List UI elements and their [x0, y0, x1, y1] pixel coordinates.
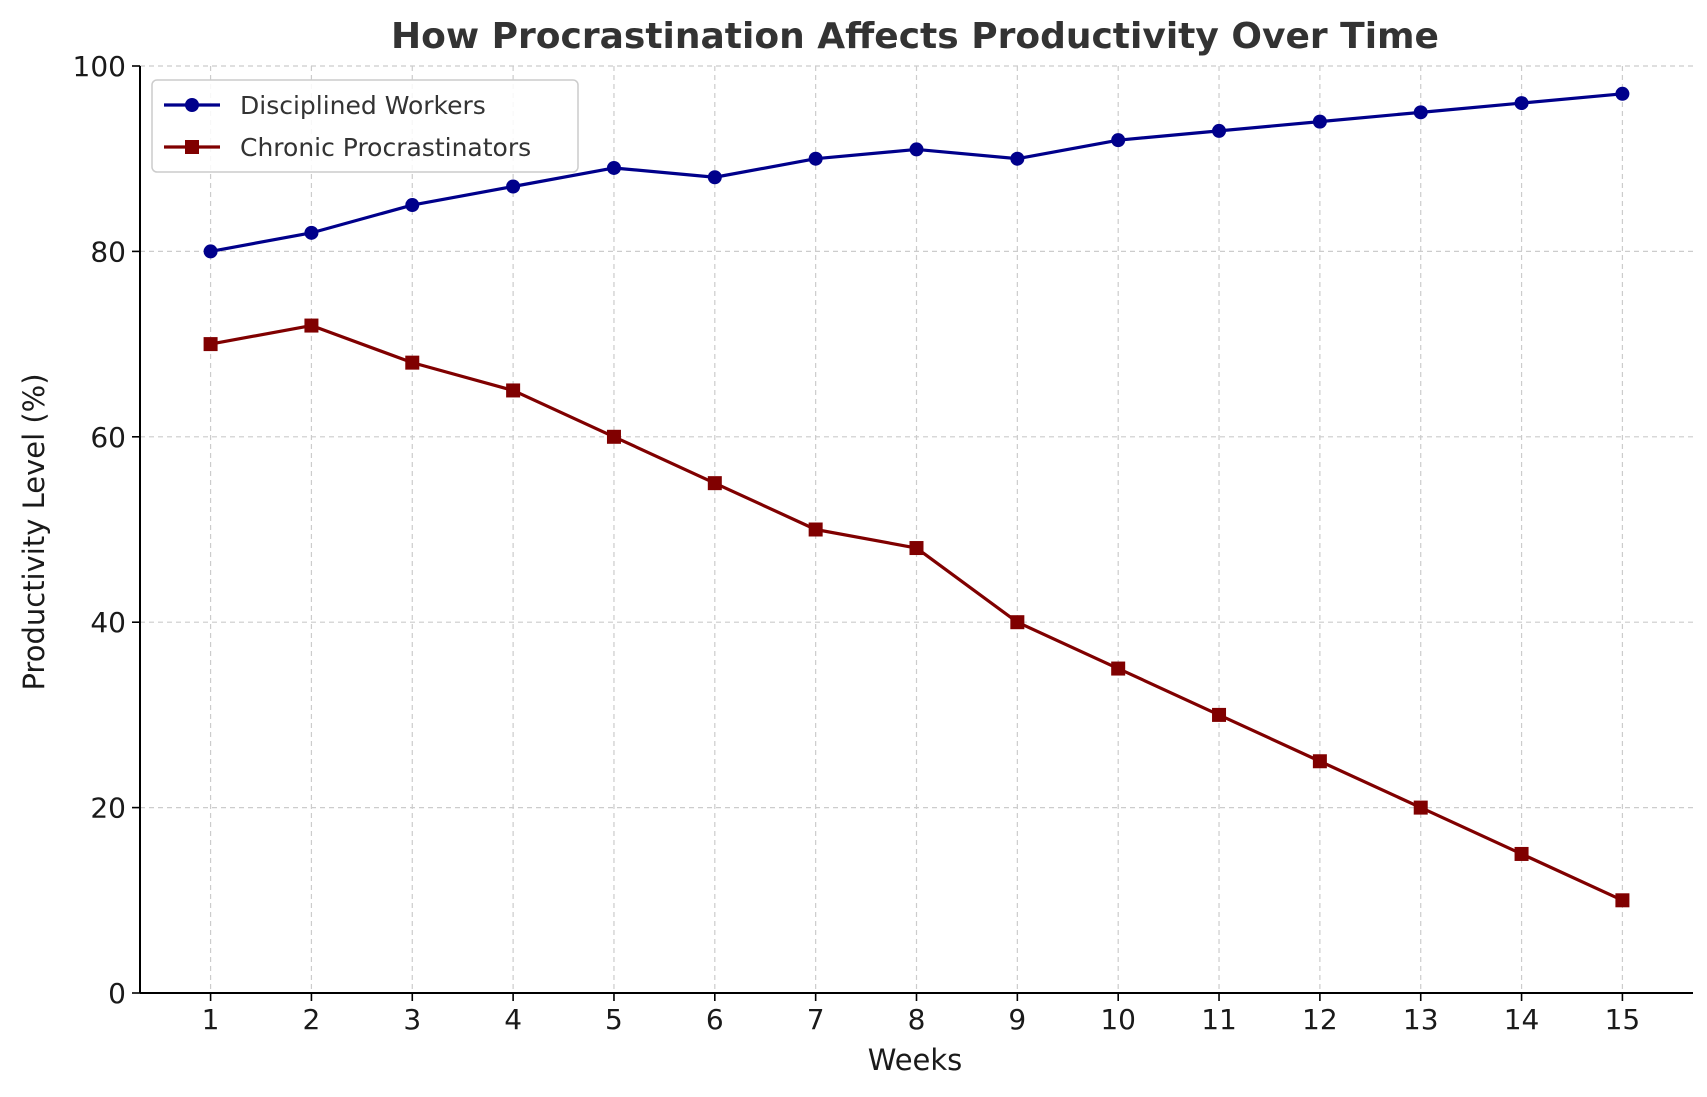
data-point-square — [1514, 846, 1529, 861]
grid — [140, 65, 1693, 994]
data-point-circle — [1312, 114, 1327, 129]
data-point-square — [405, 355, 420, 370]
y-tick-label: 80 — [90, 235, 126, 268]
x-tick-label: 12 — [1302, 1003, 1338, 1036]
data-point-circle — [606, 160, 621, 175]
legend-entry: Chronic Procrastinators — [164, 133, 531, 162]
y-tick-label: 60 — [90, 421, 126, 454]
data-point-circle — [1615, 86, 1630, 101]
data-point-square — [707, 476, 722, 491]
data-point-square — [1413, 800, 1428, 815]
series-2 — [203, 318, 1630, 908]
legend-label: Disciplined Workers — [240, 91, 486, 120]
x-tick-label: 13 — [1403, 1003, 1439, 1036]
data-point-square — [506, 383, 521, 398]
x-tick-label: 10 — [1100, 1003, 1136, 1036]
x-tick-label: 8 — [908, 1003, 926, 1036]
data-point-circle — [405, 198, 420, 213]
data-point-square — [808, 522, 823, 537]
x-tick-label: 11 — [1201, 1003, 1237, 1036]
y-tick-label: 20 — [90, 792, 126, 825]
chart-title: How Procrastination Affects Productivity… — [391, 16, 1439, 57]
data-point-square — [1111, 661, 1126, 676]
x-tick-label: 14 — [1504, 1003, 1540, 1036]
x-tick-label: 2 — [303, 1003, 321, 1036]
data-point-circle — [808, 151, 823, 166]
legend-marker-square — [185, 140, 199, 154]
x-tick-label: 7 — [807, 1003, 825, 1036]
data-point-circle — [1212, 123, 1227, 138]
data-point-circle — [1413, 105, 1428, 120]
x-tick-label: 15 — [1605, 1003, 1641, 1036]
legend-box — [151, 79, 579, 173]
data-point-square — [203, 337, 218, 352]
data-point-square — [1212, 707, 1227, 722]
data-point-square — [606, 429, 621, 444]
x-tick-label: 6 — [706, 1003, 724, 1036]
data-point-circle — [707, 170, 722, 185]
x-tick-label: 3 — [403, 1003, 421, 1036]
series-layer — [203, 86, 1630, 908]
legend-label: Chronic Procrastinators — [240, 133, 531, 162]
data-point-circle — [203, 244, 218, 259]
data-point-circle — [1010, 151, 1025, 166]
data-point-circle — [1111, 133, 1126, 148]
y-tick-label: 100 — [73, 50, 126, 83]
x-tick-label: 5 — [605, 1003, 623, 1036]
x-tick-label: 9 — [1008, 1003, 1026, 1036]
legend-entry: Disciplined Workers — [164, 91, 486, 120]
data-point-circle — [506, 179, 521, 194]
data-point-square — [909, 541, 924, 556]
x-tick-label: 1 — [202, 1003, 220, 1036]
data-point-square — [304, 318, 319, 333]
x-axis-title: Weeks — [868, 1043, 963, 1077]
y-tick-label: 0 — [108, 977, 126, 1010]
data-point-circle — [1514, 96, 1529, 111]
series-1 — [203, 86, 1630, 259]
data-point-circle — [909, 142, 924, 157]
data-point-square — [1010, 615, 1025, 630]
x-tick-label: 4 — [504, 1003, 522, 1036]
legend: Disciplined Workers Chronic Procrastinato… — [151, 79, 579, 173]
y-axis-title: Productivity Level (%) — [17, 373, 51, 690]
data-point-square — [1312, 754, 1327, 769]
legend-marker-circle — [185, 98, 199, 112]
y-tick-label: 40 — [90, 606, 126, 639]
data-point-square — [1615, 893, 1630, 908]
data-point-circle — [304, 225, 319, 240]
